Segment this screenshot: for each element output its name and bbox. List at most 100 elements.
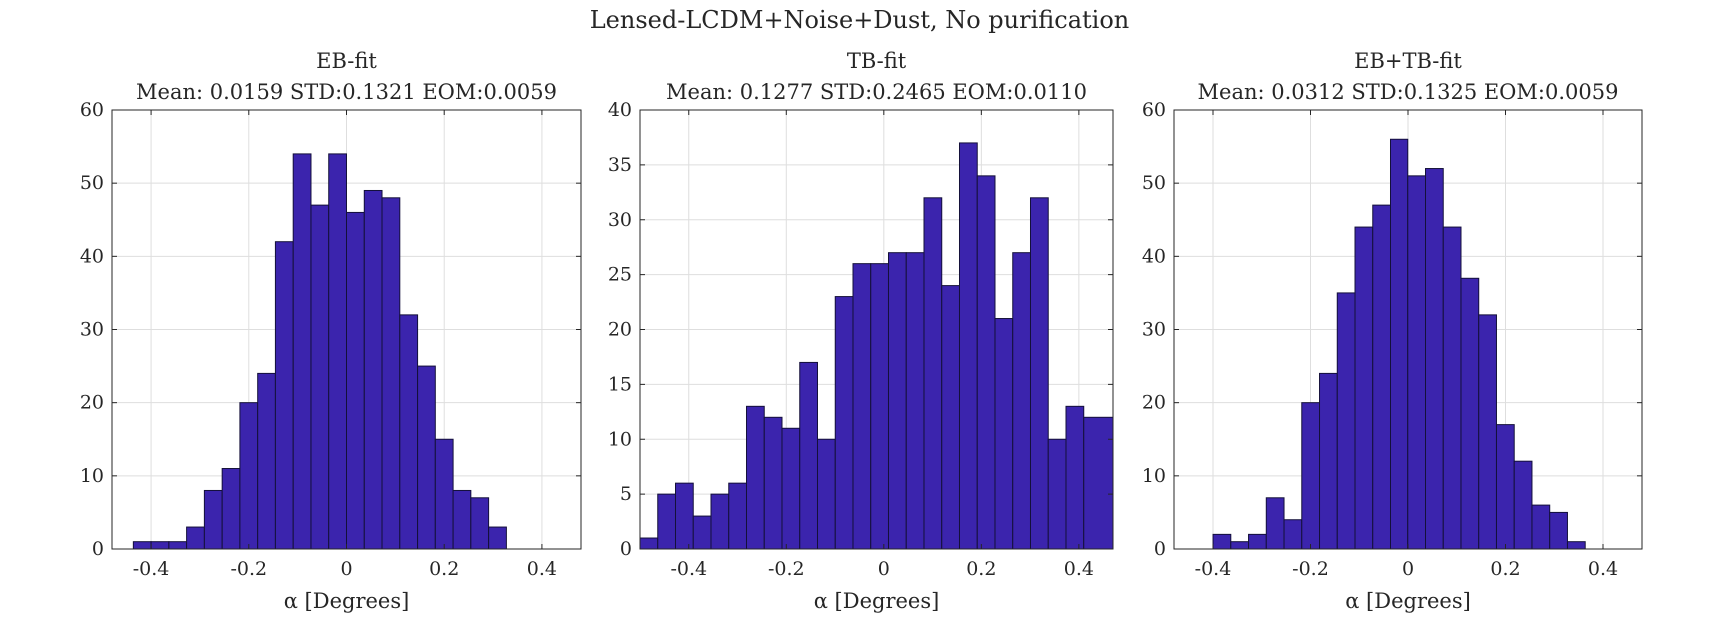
y-tick-label: 40 [608, 99, 632, 121]
histogram-bar [799, 361, 818, 550]
histogram-bar [887, 252, 907, 550]
x-axis-label: α [Degrees] [814, 589, 940, 613]
histogram-bar [994, 318, 1014, 550]
x-axis-label: α [Degrees] [1345, 589, 1471, 613]
panel-tb-fit: -0.4 -0.2 0 0.2 0.4 0 5 10 15 20 25 30 35 40 TB-fit Mea… [608, 49, 1114, 613]
histogram-bar [203, 489, 223, 550]
y-tick-label: 20 [608, 319, 632, 341]
y-tick-label: 30 [608, 209, 632, 231]
histogram-bar [292, 153, 312, 550]
histogram-bar [1389, 138, 1409, 550]
histogram-bar [1283, 519, 1303, 550]
histogram-bar [1442, 226, 1462, 550]
x-tick-label: -0.4 [1195, 558, 1232, 580]
histogram-bar [1336, 292, 1356, 550]
histogram-bar [434, 438, 454, 550]
histogram-bar [816, 438, 836, 550]
panel-eb-tb-fit: -0.4 -0.2 0 0.2 0.4 0 10 20 30 40 50 60 EB+TB-fit Mea… [1142, 49, 1643, 613]
y-tick-label: 15 [608, 373, 632, 395]
x-tick-label: 0 [878, 558, 890, 580]
histogram-bar [221, 468, 241, 550]
histogram-bar [639, 537, 659, 550]
histogram-bar [745, 405, 765, 550]
histogram-bar [470, 497, 490, 550]
histogram-bar [1566, 541, 1586, 550]
y-tick-label: 60 [1142, 99, 1166, 121]
histogram-bar [1495, 424, 1515, 550]
y-tick-label: 50 [80, 172, 104, 194]
x-tick-label: -0.2 [230, 558, 267, 580]
histogram-bar [399, 314, 419, 550]
histogram-bar [692, 515, 712, 550]
x-tick-label: 0.2 [966, 558, 996, 580]
histogram-bar [1425, 168, 1444, 550]
histogram-bar [1549, 511, 1568, 550]
histogram-bar [728, 482, 747, 550]
histogram-bar [1012, 252, 1031, 550]
histogram-bar [1029, 197, 1049, 550]
histogram-bar [1301, 402, 1321, 550]
panel-stats: Mean: 0.1277 STD:0.2465 EOM:0.0110 [666, 80, 1087, 104]
panel-eb-fit: -0.4 -0.2 0 0.2 0.4 0 10 20 30 40 50 60 EB-fit Mean: … [80, 49, 582, 613]
histogram-bar [1212, 533, 1232, 550]
x-tick-label: -0.4 [670, 558, 707, 580]
panel-title: TB-fit [847, 49, 907, 73]
x-tick-label: 0.2 [429, 558, 459, 580]
histogram-bar [488, 526, 507, 550]
panel-stats: Mean: 0.0312 STD:0.1325 EOM:0.0059 [1198, 80, 1619, 104]
histogram-bar [1248, 533, 1267, 550]
histogram-bar [150, 541, 170, 550]
x-tick-label: -0.2 [1292, 558, 1329, 580]
histogram-bar [1354, 226, 1374, 550]
x-tick-label: 0 [1402, 558, 1414, 580]
histogram-bar [417, 365, 436, 550]
y-tick-label: 5 [620, 483, 632, 505]
y-tick-label: 0 [1154, 538, 1166, 560]
histogram-bar [186, 526, 205, 550]
histogram-bar [1407, 175, 1427, 550]
y-tick-label: 0 [92, 538, 104, 560]
histogram-bar [168, 541, 188, 550]
x-tick-label: 0 [340, 558, 352, 580]
y-tick-label: 40 [80, 245, 104, 267]
panel-title: EB-fit [316, 49, 377, 73]
y-tick-label: 20 [80, 392, 104, 414]
panel-title: EB+TB-fit [1354, 49, 1462, 73]
histogram-bar [1047, 438, 1067, 550]
histogram-bar [1065, 405, 1085, 550]
y-tick-label: 40 [1142, 245, 1166, 267]
y-tick-label: 20 [1142, 392, 1166, 414]
histogram-bar [257, 372, 276, 550]
x-tick-label: -0.2 [768, 558, 805, 580]
histogram-bar [674, 482, 694, 550]
histogram-bar [346, 211, 365, 550]
histogram-bar [852, 263, 872, 550]
histogram-bar [132, 541, 152, 550]
y-tick-label: 60 [80, 99, 104, 121]
histogram-bar [710, 493, 730, 550]
histogram-bar [781, 427, 801, 550]
histogram-bar [1531, 504, 1551, 550]
x-tick-label: 0.4 [527, 558, 557, 580]
y-tick-label: 10 [608, 428, 632, 450]
histogram-bar [239, 402, 259, 550]
histogram-bar [905, 252, 925, 550]
histogram-bar [657, 493, 676, 550]
figure-suptitle: Lensed-LCDM+Noise+Dust, No purification [589, 6, 1130, 34]
histogram-bar [870, 263, 889, 550]
histogram-bar [1230, 541, 1250, 550]
y-tick-label: 10 [1142, 465, 1166, 487]
y-tick-label: 30 [1142, 319, 1166, 341]
x-tick-label: 0.2 [1490, 558, 1520, 580]
histogram-bar [328, 153, 347, 550]
histogram-bar [310, 204, 330, 550]
panel-stats: Mean: 0.0159 STD:0.1321 EOM:0.0059 [136, 80, 557, 104]
x-tick-label: 0.4 [1588, 558, 1618, 580]
x-tick-label: 0.4 [1064, 558, 1094, 580]
y-tick-label: 10 [80, 465, 104, 487]
y-tick-label: 30 [80, 319, 104, 341]
histogram-bar [763, 416, 783, 550]
x-tick-label: -0.4 [133, 558, 170, 580]
histogram-bar [363, 189, 383, 550]
